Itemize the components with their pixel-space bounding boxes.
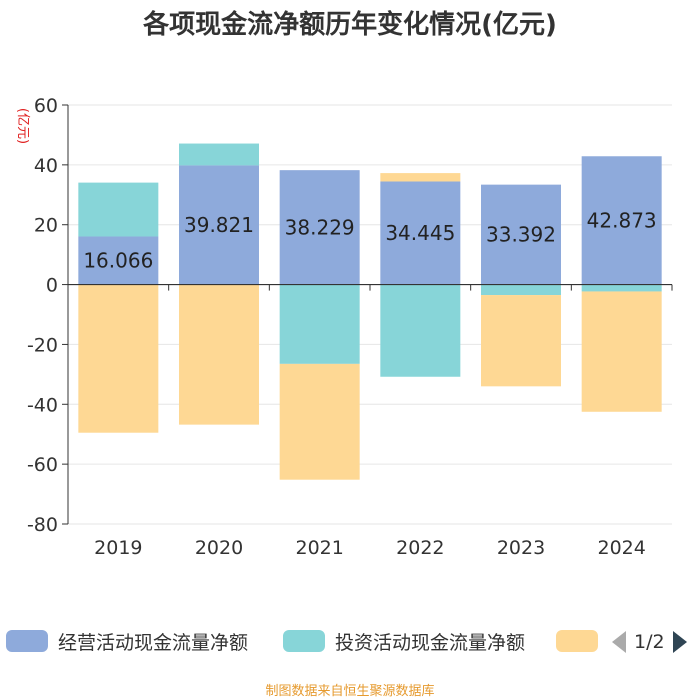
source-note: 制图数据来自恒生聚源数据库 [265,684,435,699]
y-tick-label: -20 [27,334,58,356]
data-label: 42.873 [587,208,657,232]
legend-label-operating: 经营活动现金流量净额 [58,631,249,654]
bar-2024-series-1 [581,284,662,292]
y-axis-unit: (亿元) [15,108,30,144]
bar-2021-series-1 [279,284,360,364]
x-tick-label: 2023 [497,537,545,559]
bar-2022-series-2 [380,173,461,182]
bar-2024-series-2 [581,291,662,412]
legend-page-indicator: 1/2 [634,631,665,653]
data-label: 38.229 [285,215,355,239]
x-tick-label: 2024 [597,537,645,559]
bar-2020-series-0 [179,165,259,285]
y-tick-label: -80 [27,514,58,536]
x-tick-label: 2021 [295,537,343,559]
data-label: 39.821 [184,213,254,237]
bar-2023-series-0 [481,184,561,285]
data-label: 33.392 [486,223,556,247]
bar-2020-series-2 [179,284,259,425]
legend-item-financing[interactable] [556,626,608,656]
bar-2022-series-1 [380,284,461,377]
bar-2024-series-0 [581,156,662,285]
bar-2019-series-1 [78,182,159,237]
legend-label-investing: 投资活动现金流量净额 [335,631,526,654]
label-layer: 16.066 39.821 38.229 34.445 33.392 42.873 [83,208,656,272]
data-label: 34.445 [385,221,455,245]
bar-2019-series-0 [78,236,159,285]
axis-layer: 60 40 20 0 -20 -40 -60 -80 2019 2020 2021 2022 2023 2… [27,95,673,559]
x-tick-label: 2020 [195,537,243,559]
legend: 经营活动现金流量净额 投资活动现金流量净额 [0,626,700,658]
x-tick-label: 2022 [396,537,444,559]
legend-swatch-financing [556,630,598,652]
bar-2021-series-2 [279,363,360,480]
bar-2019-series-2 [78,284,159,433]
bar-layer [78,143,662,480]
x-tick-label: 2019 [94,537,142,559]
y-tick-label: 0 [46,275,58,297]
y-tick-label: 40 [34,155,58,177]
grid-layer [68,104,672,525]
bar-2022-series-0 [380,181,461,285]
bar-2023-series-1 [481,284,561,296]
data-label: 16.066 [83,249,153,273]
y-tick-label: -40 [27,394,58,416]
legend-item-investing[interactable]: 投资活动现金流量净额 [283,626,525,656]
legend-swatch-investing [283,630,325,652]
bar-2021-series-0 [279,170,360,285]
bar-2023-series-2 [481,295,561,387]
y-tick-label: -60 [27,454,58,476]
y-tick-label: 20 [34,215,58,237]
bar-2020-series-1 [179,143,259,166]
legend-prev-arrow-icon[interactable] [612,631,626,653]
legend-item-operating[interactable]: 经营活动现金流量净额 [6,626,248,656]
legend-swatch-operating [6,630,48,652]
legend-pager: 1/2 [612,628,687,656]
y-tick-label: 60 [34,95,58,117]
legend-next-arrow-icon[interactable] [672,631,687,653]
chart-title: 各项现金流净额历年变化情况(亿元) [143,10,557,40]
